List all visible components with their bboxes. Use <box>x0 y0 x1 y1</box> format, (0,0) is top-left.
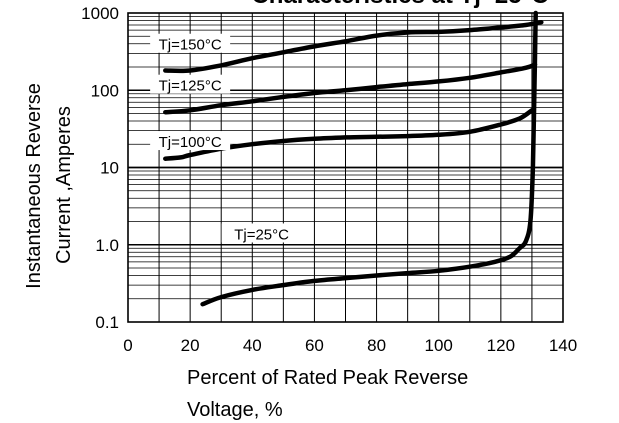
y-tick-label: 100 <box>91 81 119 100</box>
x-tick-label: 140 <box>549 336 577 355</box>
x-axis-label-line-2: Voltage, % <box>187 399 283 421</box>
series-label-text: Tj=125°C <box>159 78 222 95</box>
y-tick-label: 10 <box>100 159 119 178</box>
series-label-0: Tj=150°C <box>150 33 231 54</box>
series-label-bg <box>221 223 302 243</box>
series-label-2: Tj=100°C <box>150 131 231 151</box>
series-label-bg <box>150 33 231 53</box>
series-label-bg <box>150 74 231 94</box>
series-line-1 <box>163 62 538 115</box>
y-axis-label-line-2: Current ,Amperes <box>53 106 75 264</box>
y-axis-label-line-1: Instantaneous Reverse <box>23 83 45 289</box>
y-tick-label: 1000 <box>81 4 119 23</box>
x-tick-label: 80 <box>367 336 386 355</box>
x-tick-label: 100 <box>425 336 453 355</box>
plot-grid <box>127 12 564 323</box>
y-tick-label: 0.1 <box>95 313 119 332</box>
x-tick-label: 120 <box>487 336 515 355</box>
chart-title: Characteristics at Tj=25°C <box>251 0 548 9</box>
y-tick-label: 1.0 <box>95 236 119 255</box>
series-label-3: Tj=25°C <box>221 223 302 243</box>
plot-series <box>163 10 544 307</box>
axis-ticks: 0 20 40 60 80 100 120 140 0.1 1.0 10 100 1000 <box>81 4 577 355</box>
series-line-2 <box>163 108 535 161</box>
series-line-0 <box>163 19 544 74</box>
series-label-1: Tj=125°C <box>150 74 231 95</box>
x-tick-label: 60 <box>305 336 324 355</box>
x-tick-label: 20 <box>181 336 200 355</box>
series-label-text: Tj=150°C <box>159 37 222 54</box>
x-tick-label: 40 <box>243 336 262 355</box>
plot-annotations: Tj=150°C Tj=125°C Tj=100°C Tj=25°C <box>150 33 302 243</box>
series-label-bg <box>150 131 231 151</box>
series-label-text: Tj=25°C <box>234 226 289 243</box>
x-tick-label: 0 <box>123 336 132 355</box>
x-axis-label-line-1: Percent of Rated Peak Reverse <box>187 367 468 389</box>
series-label-text: Tj=100°C <box>159 134 222 151</box>
series-line-3 <box>200 10 538 307</box>
